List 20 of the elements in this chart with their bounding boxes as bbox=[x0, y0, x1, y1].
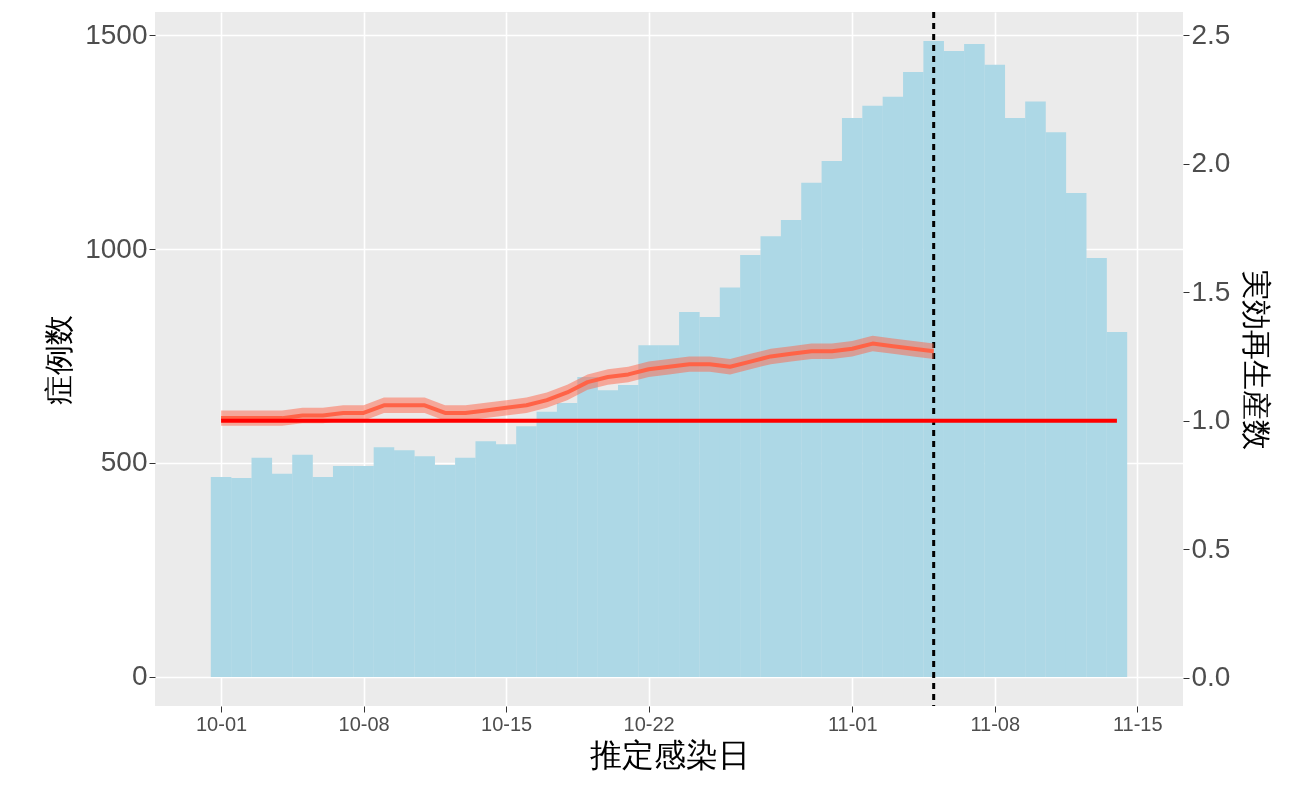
y-tick-label: 500 bbox=[100, 446, 148, 478]
y-axis-title: 症例数 bbox=[42, 314, 76, 405]
x-axis-title: 推定感染日 bbox=[589, 736, 750, 773]
x-tick-label: 10-01 bbox=[196, 712, 248, 735]
y2-tick-label: 1.5 bbox=[1191, 275, 1231, 307]
y2-tick-label: 2.5 bbox=[1191, 18, 1231, 50]
y2-tick-label: 0.0 bbox=[1191, 661, 1231, 693]
x-tick-label: 11-01 bbox=[827, 712, 878, 735]
y-tick-label: 1000 bbox=[85, 232, 148, 264]
y-tick-label: 0 bbox=[131, 660, 148, 692]
x-tick-label: 10-22 bbox=[623, 712, 675, 735]
y2-tick-label: 2.0 bbox=[1191, 147, 1231, 179]
y-tick-label: 1500 bbox=[85, 18, 148, 50]
y2-axis-title: 実効再生産数 bbox=[1240, 269, 1274, 450]
x-tick-label: 10-15 bbox=[481, 712, 533, 735]
x-tick-label: 10-08 bbox=[338, 712, 390, 735]
y2-tick-label: 1.0 bbox=[1191, 404, 1231, 436]
y2-tick-label: 0.5 bbox=[1191, 532, 1231, 564]
x-tick-label: 11-15 bbox=[1112, 712, 1163, 735]
x-tick-label: 11-08 bbox=[970, 712, 1021, 735]
